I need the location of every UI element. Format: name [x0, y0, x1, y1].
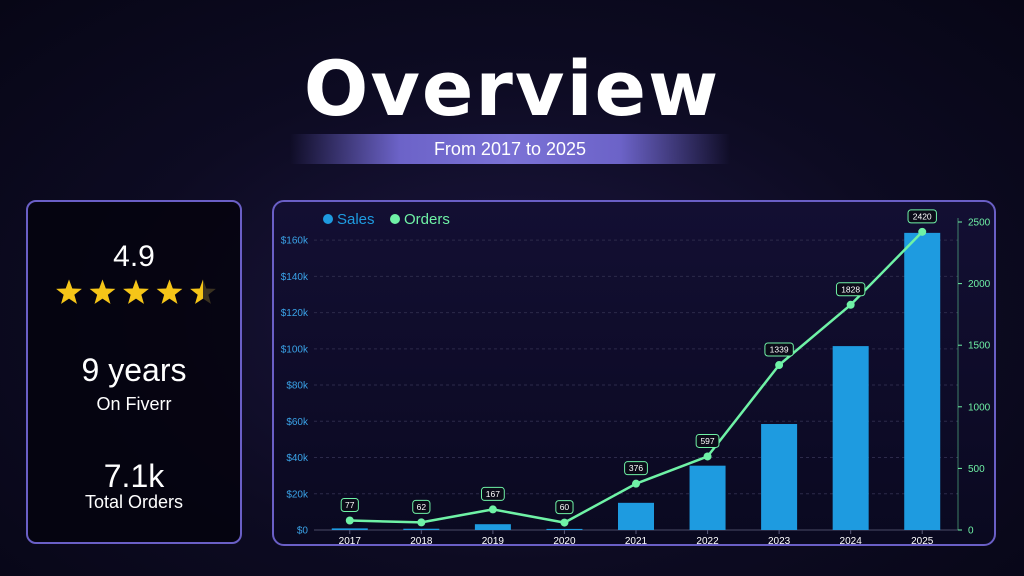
orders-point: [918, 227, 927, 236]
orders-data-label-box: [624, 461, 648, 476]
orders-data-label-box: [764, 342, 794, 357]
orders-data-label-box: [555, 500, 574, 515]
x-tick-label: 2017: [339, 536, 362, 547]
orders-data-label: 2420: [913, 211, 932, 221]
years-value: 9 years: [81, 352, 187, 388]
sales-bar: [474, 524, 511, 530]
star-icon: [156, 279, 183, 304]
orders-point: [417, 518, 426, 527]
left-tick-label: $160k: [281, 236, 309, 247]
left-tick-label: $0: [297, 526, 309, 537]
orders-data-label-box: [695, 433, 720, 448]
left-tick-label: $40k: [286, 453, 309, 464]
right-tick-label: 1000: [968, 402, 991, 413]
left-tick-label: $140k: [281, 272, 309, 283]
star-icon: [89, 279, 116, 304]
rating-stars: [56, 279, 216, 304]
page-subtitle: From 2017 to 2025: [290, 134, 730, 164]
sales-bar: [331, 528, 368, 530]
orders-data-label: 1339: [770, 345, 789, 355]
orders-data-label: 77: [345, 500, 355, 510]
sales-orders-chart: $0 $20k $40k $60k $80k $100k $120k $140k $160k 0 5…: [281, 209, 991, 547]
stats-panel: 4.9 9 years On Fiverr 7.1k Total Orders: [26, 200, 242, 544]
sales-bar: [689, 465, 726, 530]
orders-point: [632, 479, 640, 488]
sales-bar: [832, 346, 869, 530]
x-tick-label: 2020: [553, 536, 576, 547]
x-tick-label: 2022: [696, 536, 719, 547]
legend-orders-label: Orders: [404, 211, 450, 228]
left-tick-label: $80k: [286, 381, 309, 392]
x-tick-label: 2025: [911, 536, 934, 547]
right-tick-label: 2000: [968, 279, 991, 290]
orders-data-label: 376: [629, 463, 643, 473]
sales-bar: [904, 232, 941, 530]
orders-data-label: 1828: [841, 284, 860, 294]
left-tick-label: $20k: [286, 489, 309, 500]
orders-label: Total Orders: [84, 492, 184, 512]
orders-point: [560, 518, 569, 527]
star-icon: [190, 279, 216, 304]
orders-data-label-box: [835, 282, 866, 297]
right-tick-label: 2500: [968, 218, 991, 229]
legend-sales-label: Sales: [337, 211, 375, 228]
orders-value: 7.1k: [103, 458, 165, 494]
page-title: Overview: [303, 44, 721, 133]
left-tick-label: $60k: [286, 417, 309, 428]
legend-sales-marker: [323, 214, 333, 224]
orders-point: [345, 516, 354, 525]
orders-point: [846, 300, 855, 309]
orders-data-label: 60: [560, 502, 570, 512]
left-tick-label: $100k: [281, 344, 309, 355]
orders-data-label-box: [340, 498, 359, 513]
right-tick-label: 1500: [968, 341, 991, 352]
orders-point: [703, 452, 712, 461]
x-tick-label: 2023: [768, 536, 791, 547]
x-tick-label: 2024: [840, 536, 863, 547]
star-icon: [123, 279, 149, 304]
orders-point: [488, 505, 497, 514]
orders-data-label-box: [412, 499, 431, 514]
sales-bar: [618, 502, 654, 530]
x-tick-label: 2021: [625, 536, 648, 547]
orders-point: [775, 361, 784, 370]
orders-data-label-box: [480, 486, 505, 501]
orders-data-label-box: [907, 209, 937, 224]
x-tick-label: 2018: [410, 536, 433, 547]
rating-value: 4.9: [113, 240, 155, 273]
sales-bar: [761, 424, 798, 530]
right-tick-label: 500: [968, 464, 985, 475]
orders-data-label: 62: [417, 502, 427, 512]
years-label: On Fiverr: [96, 394, 172, 414]
orders-data-label: 167: [486, 489, 500, 499]
right-tick-label: 0: [968, 526, 974, 537]
legend-orders-marker: [390, 214, 400, 224]
sales-bar: [546, 528, 583, 530]
x-tick-label: 2019: [482, 536, 505, 547]
left-tick-label: $120k: [281, 308, 309, 319]
sales-bar: [403, 528, 440, 530]
star-icon: [56, 279, 82, 304]
orders-data-label: 597: [700, 436, 714, 446]
chart-panel: $0 $20k $40k $60k $80k $100k $120k $140k $160k 0 5…: [272, 200, 996, 547]
